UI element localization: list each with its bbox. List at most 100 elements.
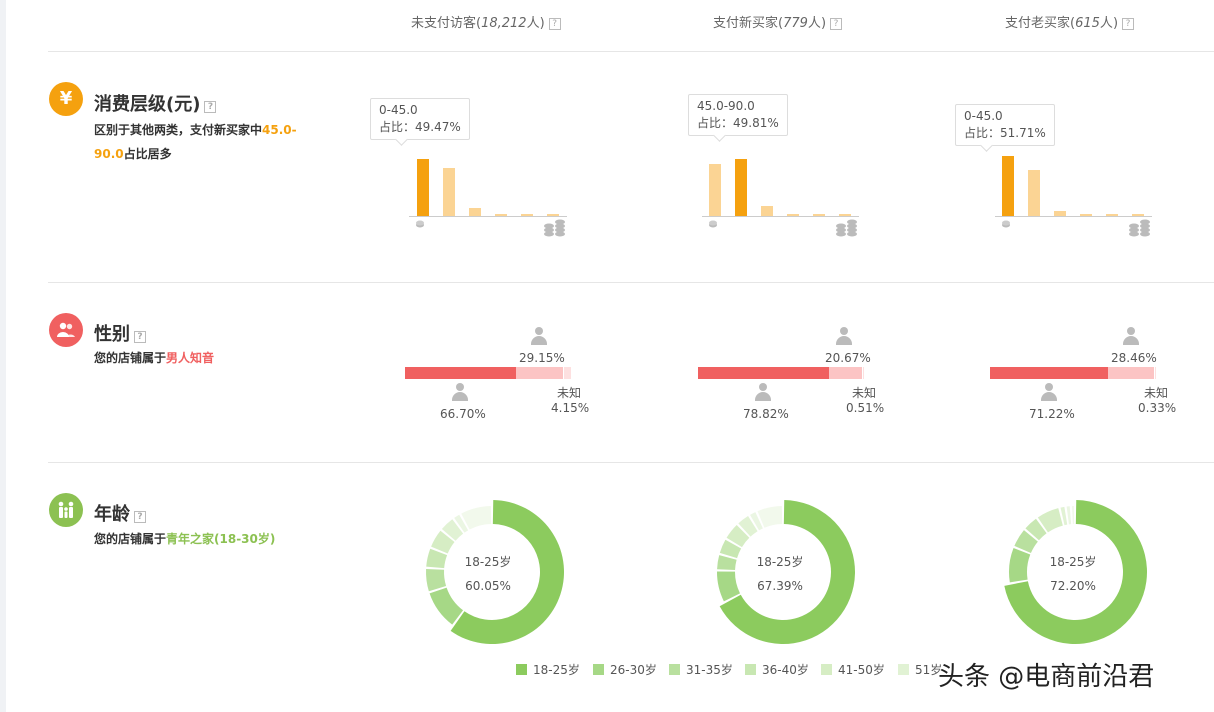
age-donut-segment[interactable] (717, 555, 737, 570)
age-donut-segment[interactable] (1072, 506, 1075, 525)
age-donut-segment[interactable] (719, 539, 742, 559)
unknown-percent: 4.15% (551, 401, 590, 415)
spending-bar[interactable] (469, 207, 481, 216)
unknown-bar[interactable] (564, 367, 571, 379)
help-icon[interactable]: ? (548, 18, 561, 30)
section-desc-gender: 您的店铺属于男人知音 (94, 351, 215, 365)
age-donut-segment[interactable] (461, 506, 492, 530)
divider (48, 282, 1214, 283)
female-percent: 28.46% (1111, 351, 1157, 365)
help-icon[interactable]: ? (134, 511, 146, 523)
spending-bar[interactable] (443, 167, 455, 216)
age-center-label: 18-25岁 72.20% (1049, 555, 1097, 593)
section-title-age: 年龄? (94, 500, 146, 526)
spending-bar[interactable] (761, 205, 773, 216)
coin-small-icon (708, 219, 718, 232)
spending-bar[interactable] (521, 214, 533, 216)
age-donut-segment[interactable] (454, 514, 469, 533)
column-header-new-buyers: 支付新买家(779人)? (713, 12, 843, 31)
female-bar[interactable] (515, 367, 564, 379)
spending-bar[interactable] (1028, 169, 1040, 216)
unknown-label: 未知 (1144, 386, 1169, 400)
age-donut-segment[interactable] (426, 548, 448, 569)
section-desc-age: 您的店铺属于青年之家(18-30岁) (94, 532, 276, 546)
age-donut-segment[interactable] (1037, 508, 1063, 533)
age-donut-segment[interactable] (719, 500, 855, 644)
age-donut-segment[interactable] (1014, 530, 1038, 553)
age-donut-segment[interactable] (750, 512, 763, 531)
section-title-spending: 消费层级(元)? (94, 90, 217, 116)
male-icon (754, 383, 772, 401)
legend-item[interactable]: 41-50岁 (821, 661, 885, 678)
age-donut-segment[interactable] (1066, 506, 1072, 525)
spending-bar[interactable] (735, 158, 747, 216)
spending-tooltip: 45.0-90.0 占比：49.81% (688, 94, 788, 136)
age-donut-new (717, 500, 855, 644)
female-bar[interactable] (828, 367, 863, 379)
female-bar[interactable] (1108, 367, 1155, 379)
spending-bar[interactable] (495, 213, 507, 216)
divider (48, 51, 1214, 52)
age-donut-segment[interactable] (1004, 500, 1147, 644)
yuan-icon: ¥ (49, 82, 83, 116)
age-donut-segment[interactable] (738, 516, 758, 537)
help-icon[interactable]: ? (830, 18, 843, 30)
unknown-label: 未知 (557, 386, 582, 400)
age-donut-segment[interactable] (717, 571, 740, 602)
section-title-gender: 性别? (94, 320, 146, 346)
spending-bar[interactable] (1080, 214, 1092, 216)
spending-bar[interactable] (1002, 156, 1014, 216)
left-border (0, 0, 6, 712)
age-donut-returning (1004, 500, 1147, 644)
unknown-bar[interactable] (863, 367, 865, 379)
age-donut-segment[interactable] (1025, 518, 1047, 541)
legend-item[interactable]: 18-25岁 (516, 661, 580, 678)
age-donut-segment[interactable] (757, 506, 783, 528)
section-desc-spending: 区别于其他两类，支付新买家中45.0-90.0占比居多 (94, 123, 297, 161)
age-donut-segment[interactable] (1009, 548, 1031, 583)
age-donut-segment[interactable] (429, 587, 464, 625)
legend-item[interactable]: 31-35岁 (669, 661, 733, 678)
spending-bar[interactable] (417, 158, 429, 216)
unknown-bar[interactable] (1155, 367, 1157, 379)
legend-item[interactable]: 36-40岁 (745, 661, 809, 678)
age-donut-segment[interactable] (426, 568, 447, 592)
help-icon[interactable]: ? (204, 101, 217, 113)
spending-bar[interactable] (787, 213, 799, 216)
unknown-percent: 0.33% (1138, 401, 1177, 415)
age-donut-segment[interactable] (431, 530, 455, 554)
male-bar[interactable] (698, 367, 829, 379)
age-donut-segment[interactable] (450, 500, 564, 644)
spending-bar[interactable] (1054, 211, 1066, 216)
spending-bar[interactable] (813, 214, 825, 216)
divider (48, 462, 1214, 463)
age-donut-segment[interactable] (726, 524, 750, 548)
help-icon[interactable]: ? (1122, 18, 1135, 30)
unknown-percent: 0.51% (846, 401, 885, 415)
female-icon (1122, 327, 1140, 345)
female-icon (835, 327, 853, 345)
legend-item[interactable]: 51岁 (898, 661, 942, 678)
legend-item[interactable]: 26-30岁 (593, 661, 657, 678)
spending-bar[interactable] (1106, 214, 1118, 216)
spending-axis (702, 216, 859, 217)
age-donut-segment[interactable] (441, 519, 464, 541)
spending-bar[interactable] (1132, 214, 1144, 216)
spending-axis (995, 216, 1152, 217)
spending-bar[interactable] (839, 214, 851, 216)
male-icon (1040, 383, 1058, 401)
male-bar[interactable] (990, 367, 1109, 379)
coin-stack-icon (1128, 218, 1152, 241)
spending-bar[interactable] (709, 164, 721, 216)
spending-tooltip: 0-45.0 占比：51.71% (955, 104, 1055, 146)
male-percent: 66.70% (440, 407, 486, 421)
male-bar[interactable] (405, 367, 516, 379)
spending-bar[interactable] (547, 214, 559, 216)
coin-small-icon (1001, 219, 1011, 232)
help-icon[interactable]: ? (134, 331, 146, 343)
female-percent: 20.67% (825, 351, 871, 365)
male-percent: 71.22% (1029, 407, 1075, 421)
age-donut-segment[interactable] (1060, 506, 1068, 526)
coin-stack-icon (543, 218, 567, 241)
